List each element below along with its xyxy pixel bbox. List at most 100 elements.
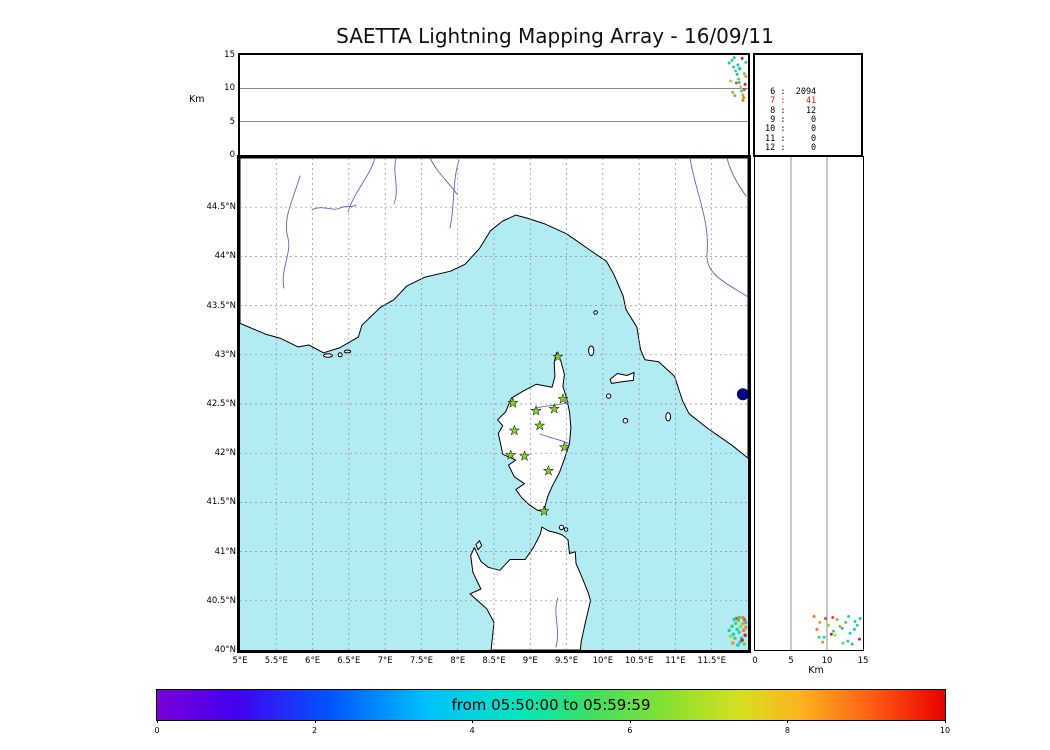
km-tick-label: 15 <box>857 656 869 666</box>
altitude-gridlines <box>790 157 828 650</box>
altitude-axis-unit-label: Km <box>189 94 205 105</box>
altitude-tick-label: 15 <box>224 50 235 60</box>
coastline-corsica <box>497 352 572 513</box>
source-point <box>736 618 741 623</box>
lon-tick-label: 6°E <box>305 656 321 666</box>
station-star <box>518 450 531 462</box>
lightning-sources-layer <box>727 56 748 102</box>
source-point <box>741 98 745 102</box>
station-star <box>548 402 560 414</box>
source-point <box>732 56 736 60</box>
colorbar-tick-mark <box>314 720 316 723</box>
river <box>689 158 748 298</box>
source-point <box>731 632 736 636</box>
source-point <box>850 642 854 646</box>
station-star <box>557 393 569 404</box>
source-point <box>818 620 822 624</box>
source-point <box>727 61 731 65</box>
island-elba <box>609 372 635 384</box>
colorbar-gradient <box>157 690 945 720</box>
altitude-tick-label: 0 <box>229 150 235 160</box>
km-tick-label: 10 <box>821 656 833 666</box>
lat-tick-label: 41°N <box>214 546 236 557</box>
lon-tick-label: 10°E <box>592 656 614 666</box>
source-point <box>730 624 734 629</box>
island-asinara <box>475 540 483 551</box>
source-point <box>822 635 826 639</box>
island-capraia <box>588 345 595 357</box>
island-maddalena <box>558 524 565 531</box>
km-tick-label: 5 <box>788 656 794 666</box>
lon-tick-label: 7.5°E <box>409 656 433 666</box>
source-point <box>821 640 825 644</box>
lat-tick-label: 43.5°N <box>206 300 236 311</box>
source-point <box>736 643 740 647</box>
source-point <box>831 629 835 633</box>
altitude-tick-label: 5 <box>229 116 235 127</box>
lightning-sources-layer <box>812 615 862 646</box>
lat-tick-label: 43°N <box>214 349 236 360</box>
river <box>393 158 397 205</box>
river <box>282 175 301 289</box>
source-point <box>741 628 746 633</box>
km-tick-label: 0 <box>752 656 758 666</box>
altitude-axis-unit-label: Km <box>808 665 824 676</box>
lon-tick-label: 6.5°E <box>337 656 361 666</box>
station-count-row: 7 : 41 <box>765 96 817 107</box>
colorbar-time-range-label: from 05:50:00 to 05:59:59 <box>451 696 651 714</box>
source-point <box>737 615 741 620</box>
lat-tick-label: 40°N <box>214 645 236 655</box>
source-point <box>728 634 733 638</box>
source-point <box>857 637 861 641</box>
source-point <box>817 635 821 639</box>
station-markers-layer <box>504 350 571 517</box>
station-star <box>558 441 571 453</box>
source-point <box>733 621 738 626</box>
station-star <box>552 350 564 362</box>
source-point <box>738 640 742 644</box>
island-giglio <box>665 412 672 422</box>
lat-tick-label: 44.5°N <box>206 202 236 213</box>
source-point <box>731 641 735 645</box>
source-point <box>840 626 844 630</box>
source-point <box>744 74 748 78</box>
source-point <box>727 628 731 633</box>
source-point <box>731 65 735 69</box>
source-point <box>858 616 862 620</box>
colorbar-tick-mark <box>945 720 946 723</box>
source-point <box>734 69 738 73</box>
island-caprera <box>563 527 569 532</box>
chart-title: SAETTA Lightning Mapping Array - 16/09/1… <box>336 24 774 48</box>
lon-tick-label: 7°E <box>377 656 393 666</box>
river <box>429 158 458 195</box>
source-point <box>733 94 737 98</box>
source-point <box>848 631 852 635</box>
river <box>555 597 559 648</box>
source-point <box>736 63 740 67</box>
source-point <box>737 66 741 70</box>
colorbar-tick-label: 0 <box>154 726 160 735</box>
altitude-longitude-panel <box>238 53 750 157</box>
station-count-row: 9 : 0 <box>765 115 817 126</box>
source-point <box>744 625 748 630</box>
colorbar-tick-mark <box>157 720 158 723</box>
lon-tick-label: 9°E <box>522 656 538 666</box>
island-gorgona <box>593 310 598 315</box>
lon-tick-label: 5.5°E <box>264 656 288 666</box>
station-star <box>534 419 546 431</box>
island-montecristo <box>622 417 629 424</box>
lat-tick-label: 42.5°N <box>206 399 236 409</box>
station-count-box: 6 : 2094 7 : 41 8 : 12 9 : 0 10 : 0 11 : 0… <box>753 53 863 157</box>
source-point <box>824 616 828 620</box>
source-point <box>743 82 747 86</box>
lon-tick-label: 10.5°E <box>624 656 654 666</box>
colorbar-tick-label: 10 <box>939 726 951 735</box>
river <box>347 158 376 213</box>
lat-tick-label: 44°N <box>214 251 236 262</box>
lat-tick-label: 41.5°N <box>206 497 236 508</box>
island-pianosa <box>606 393 612 399</box>
island-porquerolles <box>323 353 333 358</box>
source-point <box>852 627 856 631</box>
source-point <box>844 620 848 624</box>
source-point <box>741 621 745 626</box>
